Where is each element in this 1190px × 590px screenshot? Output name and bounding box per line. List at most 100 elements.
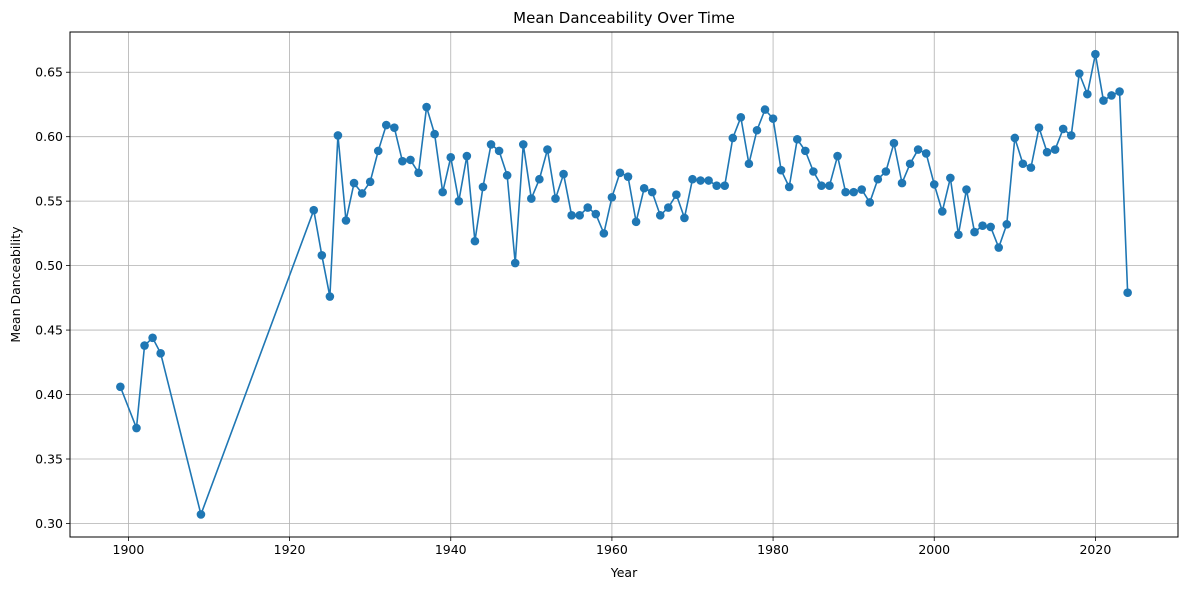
data-point: [325, 292, 335, 301]
data-point: [196, 510, 206, 519]
data-point: [809, 167, 818, 176]
data-point: [527, 194, 536, 203]
y-tick-label: 0.60: [35, 129, 63, 144]
data-point: [132, 423, 141, 433]
data-point: [688, 174, 697, 184]
data-point: [543, 145, 552, 154]
data-point: [712, 181, 721, 190]
data-point: [1066, 131, 1076, 140]
data-point: [1042, 147, 1052, 157]
data-point: [535, 174, 544, 184]
data-point: [873, 174, 883, 184]
data-point: [760, 105, 770, 114]
data-point: [994, 243, 1004, 252]
data-point: [631, 217, 641, 227]
data-point: [309, 205, 319, 215]
data-point: [156, 348, 165, 358]
y-tick-label: 0.45: [35, 323, 63, 338]
data-point: [647, 187, 657, 197]
y-tick-label: 0.50: [35, 258, 63, 273]
data-point: [470, 236, 480, 246]
data-point: [752, 125, 762, 135]
data-point: [1058, 124, 1068, 134]
data-point: [575, 211, 584, 220]
data-point: [1018, 159, 1028, 169]
data-point: [567, 211, 576, 220]
data-point: [140, 341, 149, 350]
data-point: [1010, 133, 1020, 143]
x-tick-label: 1960: [596, 542, 628, 557]
data-point: [857, 185, 867, 194]
data-point: [422, 102, 431, 112]
x-axis-ticks: 1900 1920 1940 1960 1980 2000 2020: [113, 537, 1111, 557]
x-tick-label: 1980: [757, 542, 789, 557]
data-point: [1083, 89, 1092, 99]
data-point: [349, 178, 359, 188]
data-point: [696, 176, 705, 185]
x-tick-label: 1920: [274, 542, 306, 557]
data-point: [390, 123, 399, 132]
data-point: [1099, 96, 1108, 105]
series-group: [116, 49, 1132, 519]
data-point: [551, 194, 560, 203]
data-point: [1050, 145, 1060, 154]
data-point: [986, 222, 995, 232]
y-tick-label: 0.65: [35, 65, 63, 80]
data-point: [744, 159, 754, 169]
grid: [70, 32, 1178, 537]
data-point: [559, 169, 568, 179]
data-point: [607, 192, 617, 202]
data-point: [841, 187, 850, 197]
data-point: [784, 182, 794, 192]
chart-title: Mean Danceability Over Time: [513, 9, 735, 27]
data-point: [518, 140, 528, 149]
data-point: [849, 187, 858, 197]
data-point: [486, 140, 496, 149]
data-point: [357, 189, 367, 198]
data-point: [736, 113, 746, 122]
x-tick-label: 1940: [435, 542, 467, 557]
data-point: [704, 176, 713, 185]
data-point: [317, 251, 327, 260]
data-point: [929, 180, 939, 189]
y-tick-label: 0.55: [35, 194, 63, 209]
data-point: [591, 209, 601, 219]
y-tick-label: 0.30: [35, 516, 63, 531]
data-point: [116, 382, 125, 392]
data-point: [1123, 288, 1132, 297]
data-point: [148, 333, 157, 343]
data-point: [623, 172, 633, 181]
data-point: [728, 133, 738, 143]
data-point: [865, 198, 875, 207]
y-tick-label: 0.35: [35, 452, 63, 467]
data-point: [583, 203, 593, 212]
data-point: [913, 145, 923, 154]
data-point: [414, 168, 423, 178]
data-point: [510, 258, 520, 268]
data-point: [373, 146, 383, 156]
data-point: [502, 171, 512, 180]
data-point: [446, 153, 456, 162]
data-point: [672, 190, 681, 199]
data-point: [341, 216, 351, 225]
data-point: [962, 185, 971, 194]
data-point: [889, 138, 899, 148]
data-point: [664, 203, 673, 212]
data-point: [792, 134, 802, 144]
x-tick-label: 2020: [1079, 542, 1111, 557]
y-tick-label: 0.40: [35, 387, 63, 402]
data-point: [833, 151, 842, 161]
x-axis-label: Year: [610, 565, 638, 580]
data-point: [438, 187, 447, 197]
data-point: [406, 155, 415, 165]
data-point: [954, 230, 963, 239]
data-point: [978, 221, 987, 230]
data-point: [921, 149, 931, 158]
data-point: [1074, 69, 1084, 78]
data-point: [462, 151, 472, 161]
data-point: [1034, 123, 1044, 132]
data-point: [398, 156, 407, 166]
data-point: [365, 177, 375, 187]
